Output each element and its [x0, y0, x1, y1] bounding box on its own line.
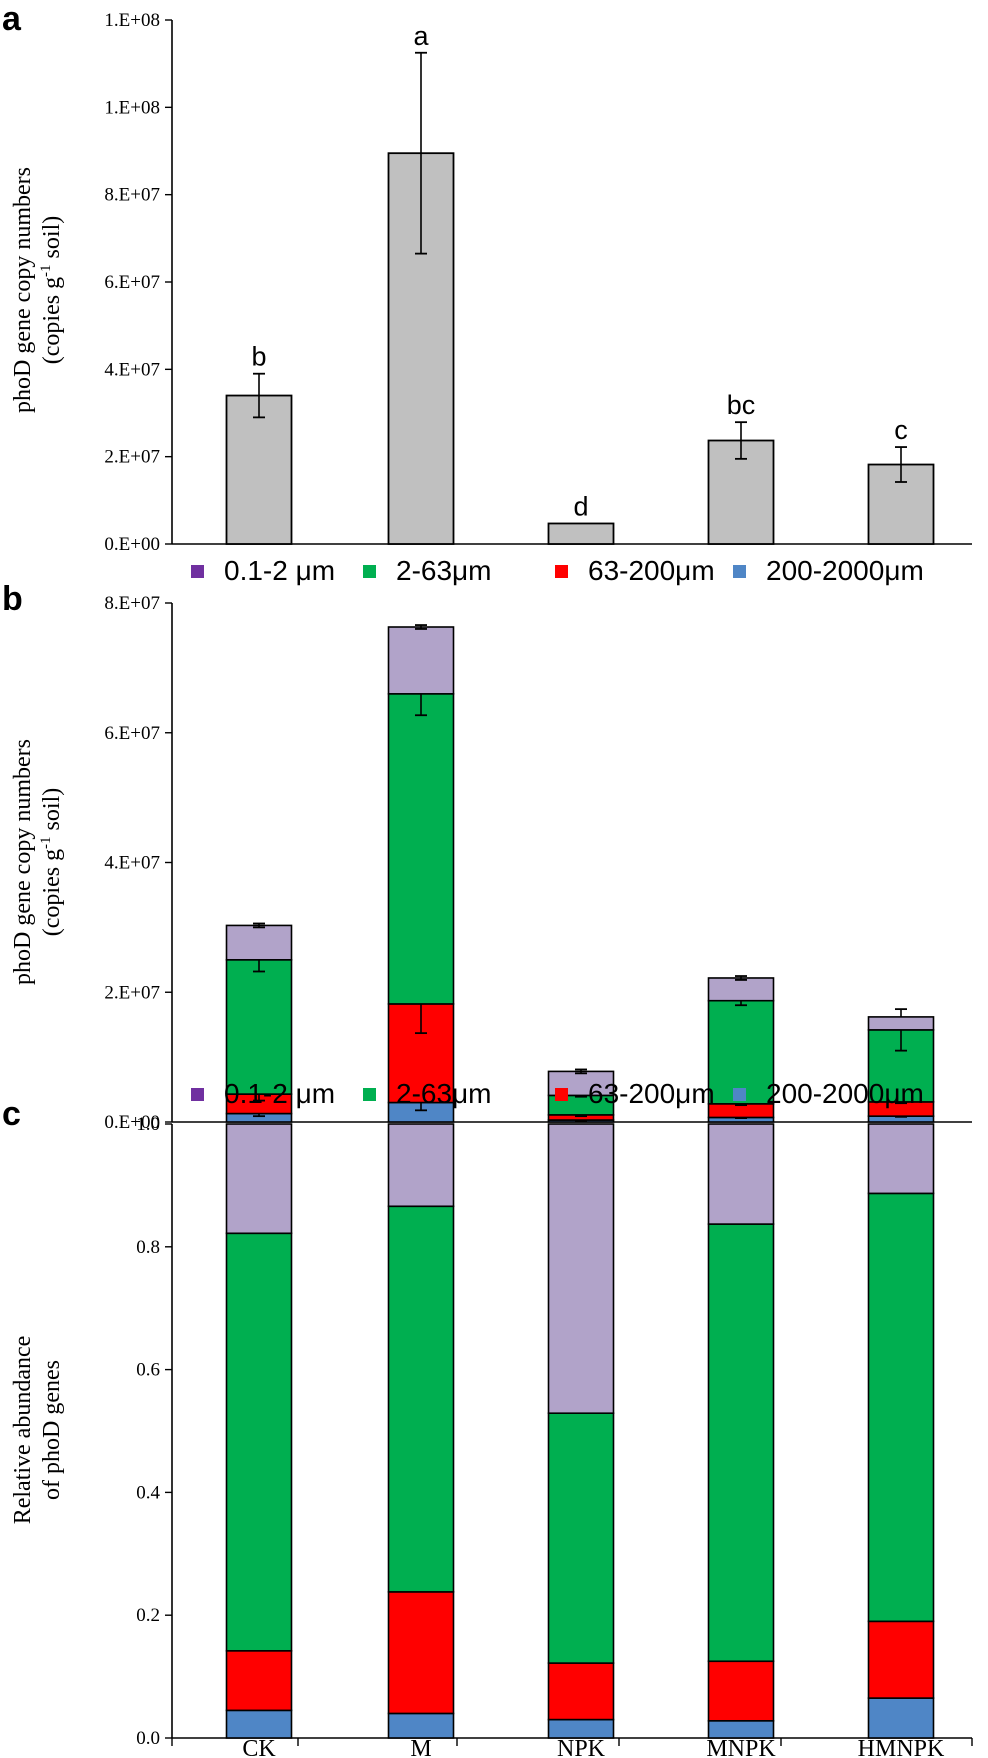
y-tick-label-b: 4.E+07: [104, 853, 160, 874]
y-tick-label-a: 8.E+07: [104, 185, 160, 206]
category-label-CK: CK: [242, 1736, 276, 1758]
bar-segment-NPK-63-200μm: [547, 1662, 615, 1721]
y-axis-label-line1: phoD gene copy numbers: [10, 739, 36, 985]
legend-swatch-c: [191, 1088, 204, 1101]
bar-segment-NPK-0.1-2 μm: [547, 1123, 615, 1414]
y-axis-label-b: phoD gene copy numbers (copies g-1 soil): [10, 739, 65, 985]
legend-label-c: 200-2000μm: [766, 1078, 924, 1109]
y-tick-label-b: 0.E+00: [104, 1112, 160, 1133]
y-axis-label-c: Relative abundance of phoD genes: [10, 1336, 65, 1525]
category-label-NPK: NPK: [557, 1736, 606, 1758]
y-axis-label-a: phoD gene copy numbers (copies g-1 soil): [10, 167, 65, 413]
y-tick-label-a: 4.E+07: [104, 359, 160, 380]
legend-label-c: 2-63μm: [396, 1078, 492, 1109]
bar-segment-M-200-2000μm: [387, 1712, 455, 1739]
legend-label-c: 63-200μm: [588, 1078, 715, 1109]
y-tick-label-b: 2.E+07: [104, 982, 160, 1003]
significance-letter-HMNPK: c: [894, 415, 908, 445]
significance-letter-NPK: d: [573, 491, 588, 521]
category-label-HMNPK: HMNPK: [858, 1736, 945, 1758]
bar-segment-CK-0.1-2 μm: [225, 1123, 293, 1235]
legend-label-b: 0.1-2 μm: [224, 555, 335, 586]
y-tick-label-c: 0.6: [136, 1360, 160, 1381]
y-axis-label-line2: (copies g-1 soil): [38, 788, 65, 936]
bar-NPK: [547, 522, 615, 545]
legend-swatch-b: [191, 565, 204, 578]
bar-segment-CK-2-63μm: [225, 959, 293, 1095]
significance-letter-M: a: [413, 21, 429, 51]
legend-swatch-b: [733, 565, 746, 578]
y-tick-label-a: 6.E+07: [104, 272, 160, 293]
legend-swatch-c: [363, 1088, 376, 1101]
y-tick-label-a: 2.E+07: [104, 447, 160, 468]
panel-letter-c: c: [2, 1095, 21, 1133]
bar-segment-NPK-2-63μm: [547, 1412, 615, 1664]
bar-segment-M-0.1-2 μm: [387, 1123, 455, 1208]
y-tick-label-a: 1.E+08: [104, 97, 160, 118]
y-tick-label-a: 0.E+00: [104, 534, 160, 555]
bar-segment-M-2-63μm: [387, 1205, 455, 1593]
bar-segment-CK-63-200μm: [225, 1650, 293, 1712]
legend-label-c: 0.1-2 μm: [224, 1078, 335, 1109]
bar-segment-HMNPK-0.1-2 μm: [867, 1016, 935, 1031]
bar-segment-CK-200-2000μm: [225, 1709, 293, 1739]
bar-segment-HMNPK-2-63μm: [867, 1192, 935, 1623]
legend-swatch-b: [363, 565, 376, 578]
bar-segment-MNPK-0.1-2 μm: [707, 1123, 775, 1225]
bar-segment-M-0.1-2 μm: [387, 626, 455, 695]
significance-letter-CK: b: [251, 342, 266, 372]
y-axis-label-line1: phoD gene copy numbers: [10, 167, 36, 413]
bar-segment-CK-0.1-2 μm: [225, 924, 293, 961]
y-axis-label-line1: Relative abundance: [10, 1336, 36, 1525]
category-label-M: M: [410, 1736, 431, 1758]
bar-segment-MNPK-2-63μm: [707, 999, 775, 1105]
panel-letter-b: b: [2, 580, 23, 618]
legend-swatch-c: [555, 1088, 568, 1101]
y-tick-label-c: 0.4: [136, 1482, 160, 1503]
y-tick-label-c: 0.8: [136, 1237, 160, 1258]
bar-CK: [225, 394, 293, 545]
bar-segment-HMNPK-63-200μm: [867, 1620, 935, 1699]
y-tick-label-c: 1.0: [136, 1114, 160, 1135]
y-tick-label-a: 1.E+08: [104, 10, 160, 31]
significance-letter-MNPK: bc: [727, 390, 756, 420]
y-tick-label-c: 0.0: [136, 1728, 160, 1749]
bar-segment-MNPK-0.1-2 μm: [707, 977, 775, 1002]
y-axis-label-line2: of phoD genes: [39, 1360, 65, 1500]
legend-swatch-c: [733, 1088, 746, 1101]
bar-segment-CK-2-63μm: [225, 1232, 293, 1652]
bar-segment-HMNPK-0.1-2 μm: [867, 1123, 935, 1195]
bar-segment-M-63-200μm: [387, 1591, 455, 1715]
legend-label-b: 200-2000μm: [766, 555, 924, 586]
bar-segment-HMNPK-200-2000μm: [867, 1697, 935, 1739]
legend-label-b: 63-200μm: [588, 555, 715, 586]
y-axis-label-line2: (copies g-1 soil): [38, 216, 65, 364]
y-tick-label-b: 8.E+07: [104, 593, 160, 614]
legend-label-b: 2-63μm: [396, 555, 492, 586]
legend-swatch-b: [555, 565, 568, 578]
bar-segment-MNPK-63-200μm: [707, 1660, 775, 1722]
panel-letter-a: a: [2, 0, 22, 38]
y-tick-label-c: 0.2: [136, 1605, 160, 1626]
category-label-MNPK: MNPK: [706, 1736, 776, 1758]
y-tick-label-b: 6.E+07: [104, 723, 160, 744]
bar-segment-MNPK-2-63μm: [707, 1223, 775, 1663]
bar-segment-M-2-63μm: [387, 693, 455, 1005]
